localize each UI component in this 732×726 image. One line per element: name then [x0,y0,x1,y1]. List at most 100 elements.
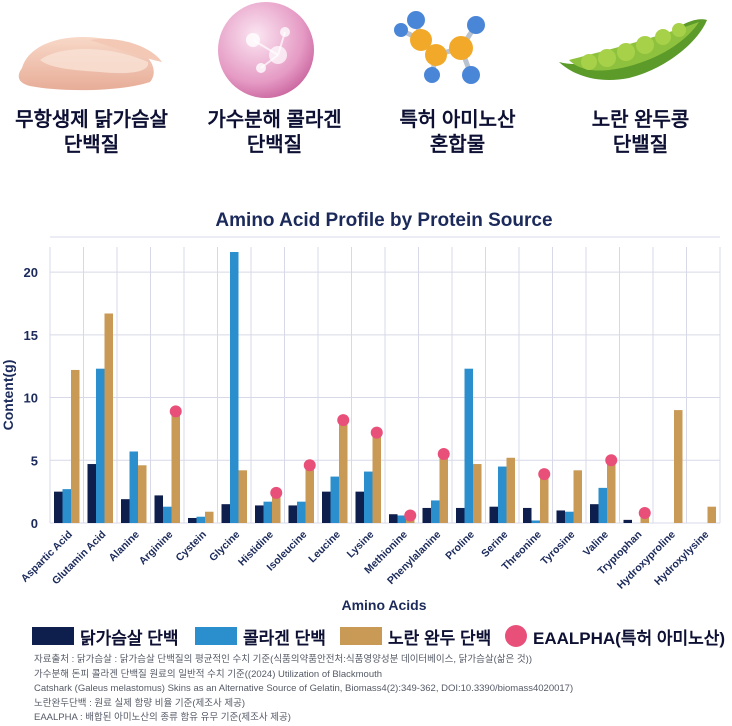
y-tick-label: 20 [24,265,38,280]
label-line1: 특허 아미노산 [399,109,516,131]
bar-collagen [531,520,540,523]
note-line: 노란완두단백 : 원료 실제 함량 비율 기준(제조사 제공) [34,697,245,709]
bar-chicken [221,504,230,523]
legend-chicken: 닭가슴살 단백 [32,624,179,648]
bar-pea [71,369,80,523]
legend-dot [505,625,527,647]
eaalpha-marker [370,426,383,439]
x-tick-label: Hydroxyproline [615,529,678,592]
note-line: EAALPHA : 배합된 아미노산의 종류 함유 유무 기준(제조사 제공) [34,712,291,723]
chicken-protein-label: 무항생제 닭가슴살 단백질 [0,108,183,158]
pea-protein-card: 노란 완두콩 단밸질 [549,0,732,190]
source-notes: 자료출처 : 닭가슴살 : 닭가슴살 단백질의 평균적인 수치 기준(식품의약품… [34,653,724,726]
amino-acid-chart: Amino Acid Profile by Protein Source Ami… [0,210,721,613]
bar-chicken [422,507,431,523]
bar-chicken [590,504,599,523]
chicken-protein-card: 무항생제 닭가슴살 단백질 [0,0,183,190]
bar-chicken [523,507,532,523]
bar-collagen [397,515,406,523]
x-tick-label: Valine [581,529,611,559]
x-tick-label: Serine [479,529,510,560]
amino-mix-card: 특허 아미노산 혼합물 [366,0,549,190]
pea-protein-label: 노란 완두콩 단밸질 [549,108,732,158]
bar-pea [473,464,482,523]
y-tick-label: 10 [24,391,38,406]
eaalpha-marker [638,506,651,519]
eaalpha-marker [605,454,618,467]
bar-chicken [456,507,465,523]
bar-collagen [598,487,607,523]
x-tick-label: Cystein [174,529,209,564]
y-tick-label: 0 [31,516,38,531]
bar-pea [339,420,348,523]
bar-pea [607,460,616,523]
x-tick-label: Arginine [137,529,176,568]
x-tick-label: Leucine [306,529,343,566]
bar-collagen [464,368,473,523]
bar-pea [506,457,515,523]
bar-collagen [297,501,306,523]
bar-chicken [623,519,632,523]
bar-pea [272,492,281,523]
bar-collagen [498,466,507,523]
bar-chicken [188,517,197,523]
bar-collagen [230,252,239,523]
note-line: 가수분해 돈피 콜라겐 단백질 원료의 일반적 수치 기준((2024) Uti… [34,668,383,680]
legend-label: EAALPHA(특허 아미노산) [533,628,726,648]
collagen-sphere-icon [218,2,314,98]
legend-swatch [340,627,382,645]
legend-label: 닭가슴살 단백 [80,628,179,648]
bar-chicken [355,491,364,523]
label-line1: 가수분해 콜라겐 [207,109,342,131]
bar-collagen [129,451,138,523]
eaalpha-marker [303,459,316,472]
legend-swatch [195,627,237,645]
bar-pea [674,410,683,523]
legend-swatch [32,627,74,645]
note-line: Catshark (Galeus melastomus) Skins as an… [34,683,574,694]
label-line2: 단백질 [246,134,303,156]
label-line1: 노란 완두콩 [591,109,690,131]
label-line2: 혼합물 [429,134,486,156]
legend-label: 노란 완두 단백 [388,628,492,648]
y-tick-label: 5 [31,453,38,468]
legend-pea: 노란 완두 단백 [340,624,491,648]
eaalpha-marker [337,414,350,427]
label-line1: 무항생제 닭가슴살 [15,109,168,131]
bar-pea [171,411,180,523]
bar-chicken [121,499,130,523]
bar-collagen [62,489,71,523]
bar-pea [540,474,549,523]
bar-collagen [163,506,172,523]
x-axis-label: Amino Acids [341,597,426,613]
eaalpha-marker [270,486,283,499]
bar-chicken [87,464,96,523]
bar-chicken [154,495,163,523]
pea-pod-icon [559,19,707,81]
bar-pea [372,432,381,523]
chart-title: Amino Acid Profile by Protein Source [215,210,552,231]
bar-chicken [556,510,565,523]
note-line: 자료출처 : 닭가슴살 : 닭가슴살 단백질의 평균적인 수치 기준(식품의약품… [34,654,532,665]
eaalpha-marker [169,405,182,418]
eaalpha-marker [437,448,450,460]
legend: 닭가슴살 단백 콜라겐 단백 노란 완두 단백 EAALPHA(특허 아미노산) [32,624,732,648]
bar-pea [205,511,214,523]
bar-collagen [196,516,205,523]
bar-pea [238,470,247,523]
bar-chicken [389,514,398,523]
molecule-icon [394,11,485,84]
label-line2: 단밸질 [612,134,669,156]
y-tick-label: 15 [24,328,38,343]
bar-chicken [288,505,297,523]
x-tick-label: Tyrosine [538,529,577,568]
x-tick-label: Lysine [345,529,377,561]
markers [169,405,651,522]
collagen-protein-card: 가수분해 콜라겐 단백질 [183,0,366,190]
bar-chicken [322,491,331,523]
amino-mix-label: 특허 아미노산 혼합물 [366,108,549,158]
bar-pea [138,465,147,523]
y-axis-label: Content(g) [0,360,16,431]
eaalpha-marker [404,509,417,522]
